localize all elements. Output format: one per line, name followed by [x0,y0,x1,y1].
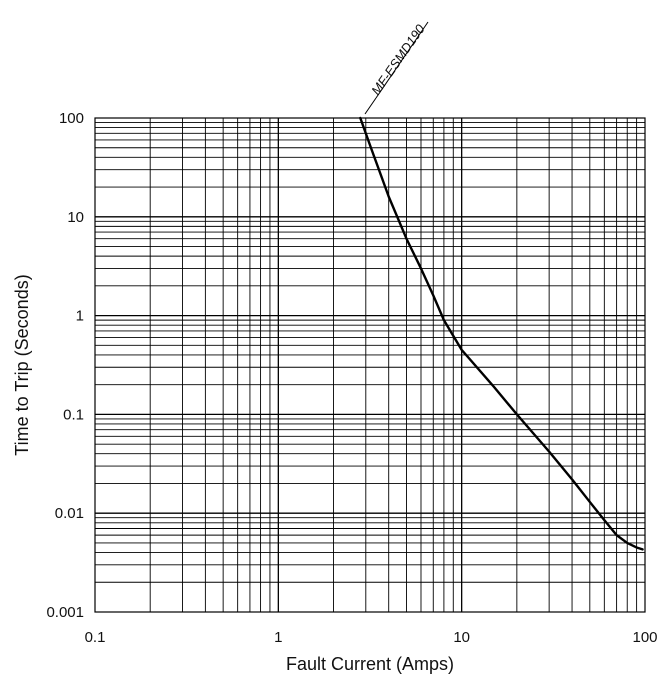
x-axis-title: Fault Current (Amps) [286,654,454,674]
y-tick-label: 0.01 [55,505,84,522]
series-label-underline [375,21,429,99]
y-tick-label: 100 [59,110,84,127]
x-tick-label: 10 [453,629,470,646]
plot-frame [94,117,646,613]
series-label-leader [364,97,377,115]
x-tick-label: 0.1 [85,629,106,646]
y-tick-label: 0.001 [46,604,84,621]
x-tick-label: 1 [274,629,282,646]
y-axis-title: Time to Trip (Seconds) [12,274,32,455]
y-tick-label: 1 [76,308,84,325]
x-tick-label: 100 [632,629,657,646]
y-tick-labels: 0.001 0.01 0.1 1 10 100 [46,110,84,621]
series-line-mf-esmd190 [359,116,644,551]
x-tick-labels: 0.1 1 10 100 [85,629,658,646]
y-tick-label: 10 [67,209,84,226]
series-label: MF-ESMD190 [368,21,428,98]
y-tick-label: 0.1 [63,406,84,423]
grid [95,118,645,612]
